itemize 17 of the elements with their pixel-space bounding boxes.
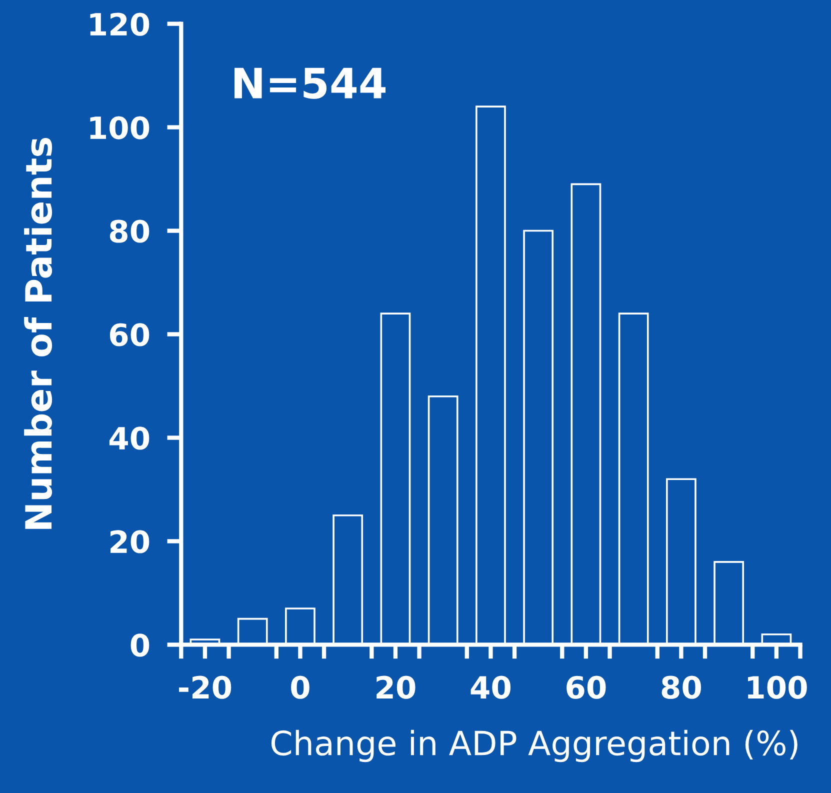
y-tick-label: 100 — [90, 116, 150, 140]
y-tick-label: 120 — [90, 12, 150, 36]
y-tick-label: 0 — [130, 634, 150, 657]
x-tick-label: 60 — [566, 676, 606, 699]
x-tick-label: 40 — [470, 676, 511, 699]
x-tick-label: 0 — [291, 676, 310, 699]
y-tick-label: 60 — [110, 323, 150, 346]
x-tick-label: 20 — [376, 676, 416, 699]
x-tick-label: 100 — [748, 676, 807, 699]
y-tick-label: 80 — [110, 220, 150, 243]
x-tick-label: -20 — [179, 676, 232, 699]
x-tick-label: 80 — [662, 676, 701, 699]
y-tick-label: 40 — [109, 426, 150, 450]
annotation: N=544 — [234, 68, 386, 99]
y-axis-title: Number of Patients — [24, 138, 52, 529]
x-axis-title: Change in ADP Aggregation (%) — [271, 730, 798, 762]
y-tick-label: 20 — [110, 530, 150, 554]
